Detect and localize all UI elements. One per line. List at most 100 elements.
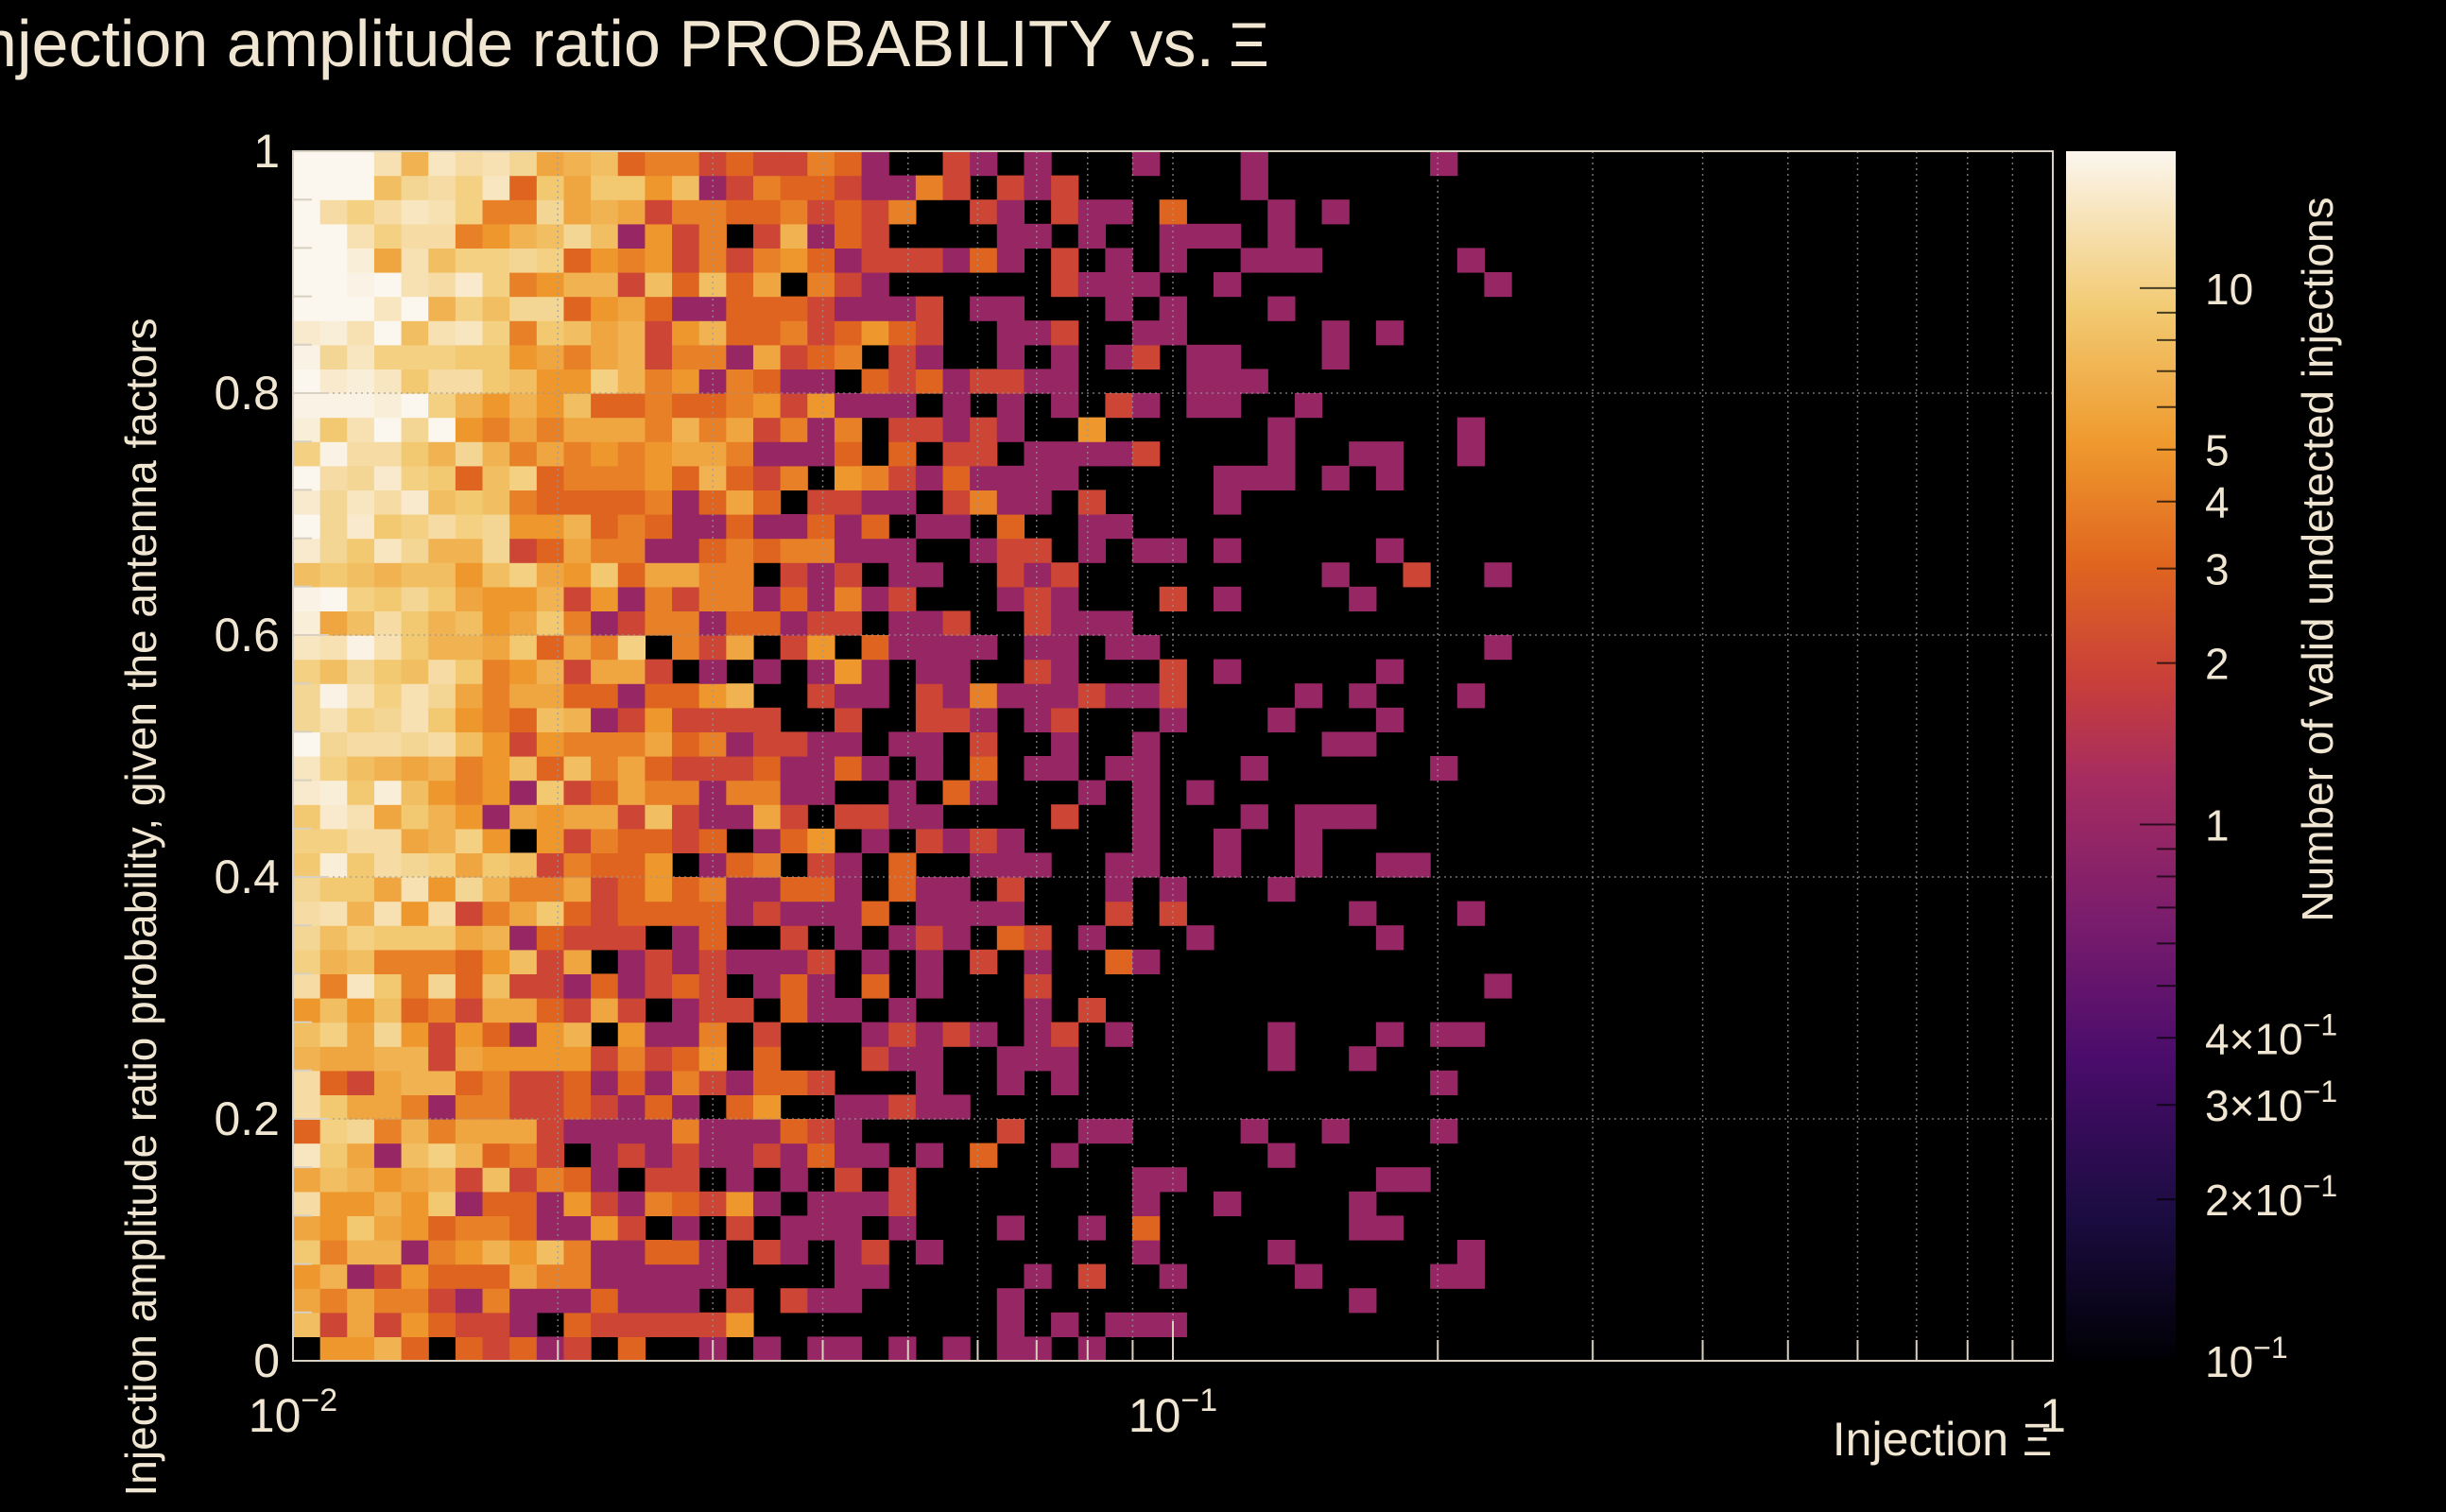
heatmap-cell (319, 175, 348, 200)
heatmap-cell (509, 1336, 538, 1362)
heatmap-cell (645, 199, 673, 225)
heatmap-cell (617, 369, 646, 394)
heatmap-cell (1077, 1336, 1106, 1362)
heatmap-cell (347, 780, 375, 805)
heatmap-cell (861, 1022, 889, 1047)
heatmap-cell (373, 1263, 403, 1289)
heatmap-cell (591, 490, 619, 515)
heatmap-cell (1240, 1119, 1268, 1144)
heatmap-cell (1375, 465, 1404, 490)
heatmap-cell (319, 1070, 348, 1095)
heatmap-cell (293, 1167, 321, 1193)
heatmap-cell (888, 369, 917, 394)
heatmap-cell (1105, 852, 1133, 878)
heatmap-cell (1321, 562, 1350, 588)
heatmap-cell (1159, 538, 1187, 563)
heatmap-cell (617, 804, 646, 830)
heatmap-cell (617, 1094, 646, 1120)
heatmap-cell (672, 973, 700, 999)
heatmap-cell (1024, 465, 1052, 490)
heatmap-cell (942, 465, 971, 490)
heatmap-cell (1051, 248, 1079, 273)
heatmap-cell (726, 272, 754, 298)
heatmap-cell (617, 272, 646, 298)
heatmap-cell (752, 756, 782, 782)
heatmap-cell (455, 514, 484, 540)
heatmap-cell (617, 465, 646, 490)
heatmap-cell (563, 1240, 592, 1265)
heatmap-cell (482, 1312, 510, 1337)
heatmap-cell (536, 1167, 565, 1193)
heatmap-cell (780, 344, 808, 369)
heatmap-cell (293, 901, 321, 926)
heatmap-cell (319, 659, 348, 684)
heatmap-cell (319, 1240, 348, 1265)
heatmap-cell (401, 1336, 429, 1362)
heatmap-cell (834, 490, 863, 515)
heatmap-cell (563, 586, 592, 611)
heatmap-cell (591, 610, 619, 636)
heatmap-cell (591, 1094, 619, 1120)
heatmap-cell (293, 320, 321, 346)
heatmap-cell (726, 296, 754, 321)
heatmap-cell (373, 756, 403, 782)
heatmap-cell (455, 1070, 484, 1095)
heatmap-cell (1051, 659, 1079, 684)
heatmap-cell (428, 707, 456, 732)
heatmap-cell (401, 610, 429, 636)
heatmap-cell (455, 707, 484, 732)
heatmap-cell (996, 199, 1025, 225)
heatmap-cell (347, 1312, 375, 1337)
heatmap-cell (293, 393, 321, 419)
heatmap-cell (834, 731, 863, 757)
heatmap-cell (509, 659, 538, 684)
colorbar-tick-label-base: 5 (2205, 426, 2230, 475)
heatmap-cell (482, 901, 510, 926)
heatmap-cell (347, 635, 375, 661)
heatmap-cell (1349, 1215, 1377, 1241)
heatmap-cell (455, 780, 484, 805)
heatmap-cell (536, 417, 565, 442)
colorbar-tick-label: 2×10−1 (2205, 1169, 2337, 1225)
heatmap-cell (401, 659, 429, 684)
heatmap-cell (455, 175, 484, 200)
heatmap-cell (482, 804, 510, 830)
heatmap-cell (752, 417, 782, 442)
heatmap-cell (591, 707, 619, 732)
heatmap-cell (563, 1312, 592, 1337)
heatmap-cell (591, 877, 619, 902)
heatmap-cell (726, 320, 754, 346)
heatmap-cell (455, 635, 484, 661)
heatmap-cell (428, 441, 456, 467)
heatmap-cell (591, 1143, 619, 1168)
heatmap-cell (970, 852, 998, 878)
heatmap-cell (780, 151, 808, 177)
heatmap-cell (293, 1143, 321, 1168)
heatmap-cell (807, 998, 835, 1023)
heatmap-cell (617, 901, 646, 926)
heatmap-cell (996, 296, 1025, 321)
heatmap-cell (915, 707, 944, 732)
heatmap-cell (347, 1215, 375, 1241)
heatmap-cell (428, 1288, 456, 1314)
heatmap-cell (645, 1288, 673, 1314)
heatmap-cell (455, 828, 484, 853)
heatmap-cell (563, 707, 592, 732)
heatmap-cell (1213, 393, 1242, 419)
heatmap-cell (1321, 344, 1350, 369)
heatmap-cell (319, 998, 348, 1023)
heatmap-cell (1321, 804, 1350, 830)
heatmap-cell (942, 901, 971, 926)
heatmap-cell (645, 973, 673, 999)
heatmap-cell (672, 465, 700, 490)
heatmap-cell (293, 949, 321, 974)
heatmap-cell (672, 151, 700, 177)
heatmap-cell (373, 151, 403, 177)
heatmap-cell (293, 1022, 321, 1047)
heatmap-cell (1105, 441, 1133, 467)
heatmap-cell (1294, 1263, 1323, 1289)
heatmap-cell (536, 344, 565, 369)
heatmap-cell (482, 707, 510, 732)
heatmap-cell (347, 707, 375, 732)
heatmap-cell (1051, 635, 1079, 661)
